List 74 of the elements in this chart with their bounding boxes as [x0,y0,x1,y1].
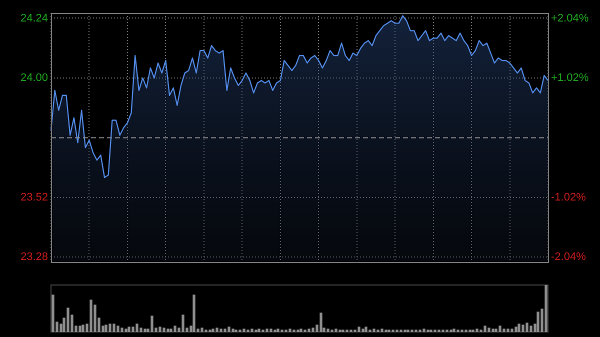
y-tick-label: 24.24 [20,12,48,24]
bar [174,326,176,332]
bar [200,328,204,332]
bar [220,328,222,332]
y2-tick-label: -2.04% [551,251,586,264]
bar [212,328,214,332]
bar [166,328,170,332]
bar [526,322,528,332]
bar [514,326,518,332]
y-tick-label: 23.52 [20,191,48,204]
bar [52,294,54,332]
bar [320,312,322,332]
bar [136,324,138,332]
bar [66,308,70,332]
bar [476,328,478,332]
y-tick-label: 23.28 [20,251,48,264]
bar [182,314,184,332]
bar [128,326,130,332]
bar [258,328,260,332]
bar [132,326,134,332]
bar [536,312,540,332]
bar [502,328,506,332]
bar [124,328,128,332]
y2-tick-label: +1.02% [551,72,589,84]
bar [334,328,338,332]
bar [116,326,120,332]
bar [300,328,302,332]
bar [380,328,384,332]
bar [112,324,116,332]
bar [250,328,254,332]
bar [82,324,84,332]
bar [158,326,162,332]
y2-tick-label: -1.02% [551,191,586,204]
bar [270,328,272,332]
bar [422,328,426,332]
bar [90,300,92,332]
bar [232,328,234,332]
bar [120,328,124,332]
bar [228,326,230,332]
bar [510,328,514,332]
bar [498,326,502,332]
bar [364,326,368,332]
y2-tick-label: +2.04% [551,12,589,24]
bar [162,328,166,332]
bar [224,328,226,332]
bar [78,326,82,332]
bar [288,328,292,332]
bar [372,328,376,332]
bar [216,328,218,332]
bar [484,326,486,332]
bar [362,328,364,332]
bar [522,324,524,332]
bar [276,328,280,332]
bar [266,328,268,332]
bar [518,324,520,332]
bar [192,294,196,332]
bar [312,328,314,332]
bar [494,328,498,332]
bar [308,328,310,332]
bar [358,326,360,332]
bar [488,328,490,332]
y-tick-label: 24.00 [20,72,48,84]
bar [144,328,146,332]
bar [452,328,456,332]
bar [326,328,330,332]
bar [104,324,108,332]
bar [530,326,532,332]
bar [170,328,172,332]
bar [140,328,142,332]
bar [492,328,494,332]
bar [150,316,154,332]
bar [506,328,510,332]
bar [108,324,112,332]
bar [242,328,246,332]
